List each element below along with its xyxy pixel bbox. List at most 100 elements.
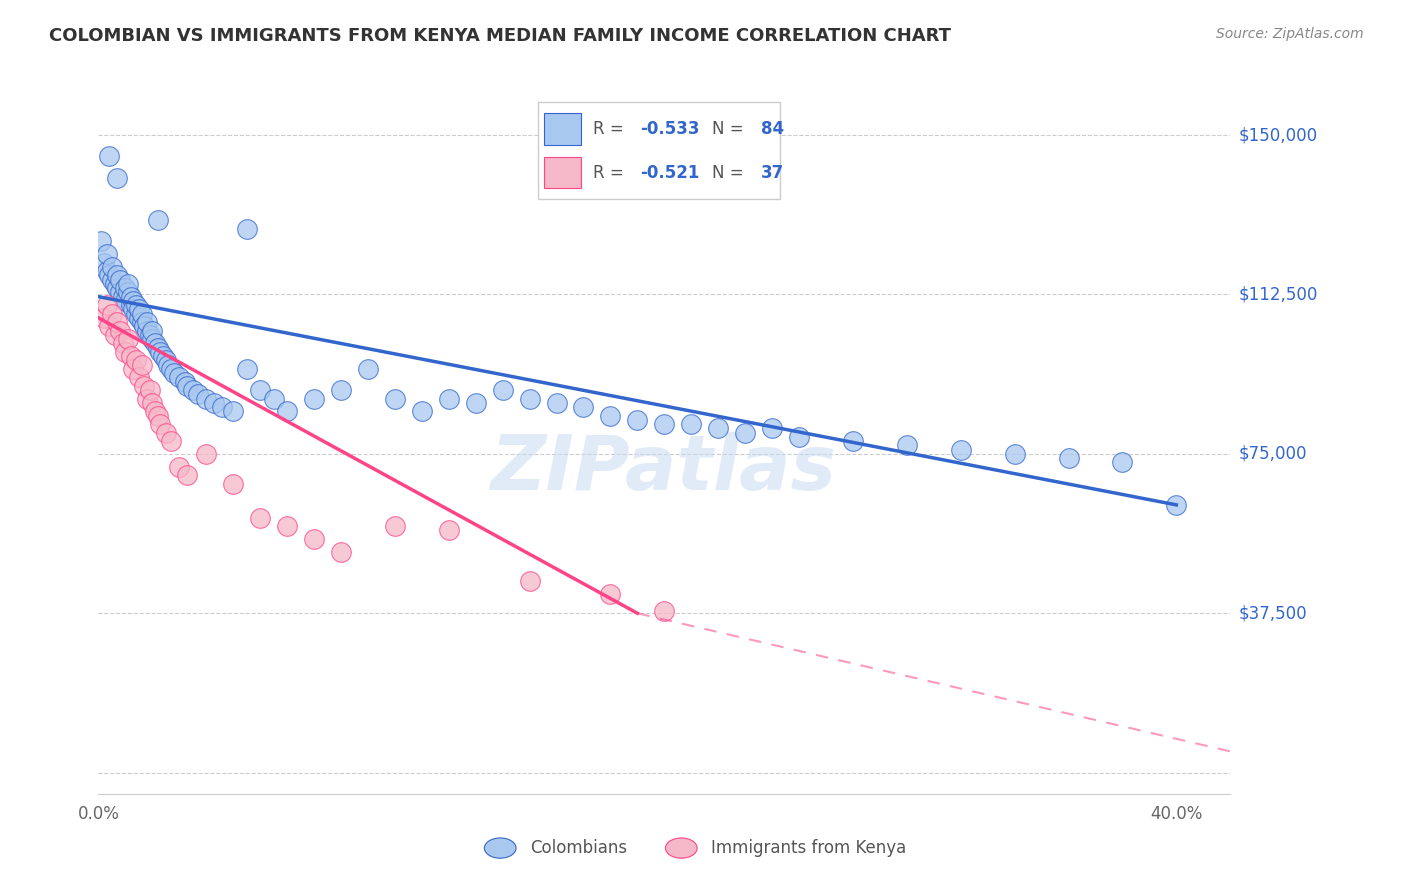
Point xyxy=(173,375,195,389)
Point xyxy=(599,587,621,601)
Point xyxy=(120,349,142,363)
Text: $150,000: $150,000 xyxy=(1239,126,1317,145)
Point xyxy=(90,235,112,249)
Point xyxy=(176,379,198,393)
Point xyxy=(93,255,115,269)
Point xyxy=(128,310,150,325)
Point xyxy=(222,476,245,491)
Point xyxy=(411,404,433,418)
Point xyxy=(437,392,460,406)
Text: 84: 84 xyxy=(761,120,783,138)
Point xyxy=(111,336,134,351)
Point xyxy=(302,392,325,406)
Point xyxy=(101,272,124,286)
Point xyxy=(141,324,163,338)
Point xyxy=(149,344,172,359)
Point xyxy=(181,383,204,397)
Point xyxy=(235,221,257,235)
Point xyxy=(114,344,136,359)
Point xyxy=(117,285,139,300)
Point xyxy=(108,324,131,338)
Text: N =: N = xyxy=(711,163,749,181)
Point xyxy=(134,319,156,334)
Point xyxy=(152,349,174,363)
Text: Colombians: Colombians xyxy=(530,839,627,857)
Point xyxy=(120,290,142,304)
Point xyxy=(842,434,865,449)
Point xyxy=(384,392,406,406)
Point xyxy=(104,277,127,291)
Point xyxy=(128,370,150,384)
FancyBboxPatch shape xyxy=(537,103,780,199)
Circle shape xyxy=(485,838,516,858)
Point xyxy=(136,324,159,338)
Point xyxy=(249,510,271,524)
Point xyxy=(117,332,139,346)
Point xyxy=(707,421,730,435)
Point xyxy=(136,392,159,406)
Point xyxy=(211,400,233,414)
Text: ZIPatlas: ZIPatlas xyxy=(491,432,838,506)
Point xyxy=(125,307,148,321)
Point xyxy=(146,409,169,423)
Point xyxy=(108,272,131,286)
Point xyxy=(105,281,128,295)
Point xyxy=(195,447,218,461)
Point xyxy=(96,298,118,312)
Point xyxy=(163,366,186,380)
FancyBboxPatch shape xyxy=(544,113,581,145)
FancyBboxPatch shape xyxy=(544,157,581,188)
Point xyxy=(98,149,121,163)
Point xyxy=(384,519,406,533)
Point xyxy=(120,298,142,312)
Point xyxy=(138,383,160,397)
Point xyxy=(329,544,352,558)
Point xyxy=(98,268,121,283)
Point xyxy=(1004,447,1026,461)
Text: R =: R = xyxy=(593,120,628,138)
Point xyxy=(169,370,191,384)
Point xyxy=(652,604,676,618)
Point xyxy=(96,247,118,261)
Text: 37: 37 xyxy=(761,163,783,181)
Point xyxy=(195,392,218,406)
Point xyxy=(492,383,515,397)
Point xyxy=(235,362,257,376)
Point xyxy=(160,434,183,449)
Point xyxy=(101,307,124,321)
Point xyxy=(222,404,245,418)
Text: -0.533: -0.533 xyxy=(641,120,700,138)
Point xyxy=(1111,455,1133,469)
Point xyxy=(519,392,541,406)
Point xyxy=(652,417,676,431)
Point xyxy=(146,213,169,227)
Point xyxy=(111,290,134,304)
Point xyxy=(896,438,918,452)
Point xyxy=(464,396,486,410)
Text: Immigrants from Kenya: Immigrants from Kenya xyxy=(711,839,905,857)
Point xyxy=(1057,451,1080,466)
Text: $112,500: $112,500 xyxy=(1239,285,1317,303)
Point xyxy=(143,404,166,418)
Point xyxy=(681,417,703,431)
Point xyxy=(572,400,595,414)
Text: $75,000: $75,000 xyxy=(1239,445,1306,463)
Point xyxy=(187,387,209,401)
Text: R =: R = xyxy=(593,163,628,181)
Point xyxy=(108,285,131,300)
Point xyxy=(157,358,180,372)
Point xyxy=(105,170,128,185)
Point xyxy=(125,353,148,368)
Point xyxy=(128,302,150,317)
Point xyxy=(125,298,148,312)
Point xyxy=(138,327,160,342)
Point xyxy=(122,362,145,376)
Point xyxy=(276,404,298,418)
Point xyxy=(302,532,325,546)
Point xyxy=(761,421,783,435)
Point xyxy=(93,310,115,325)
Point xyxy=(98,319,121,334)
Text: Source: ZipAtlas.com: Source: ZipAtlas.com xyxy=(1216,27,1364,41)
Point xyxy=(357,362,380,376)
Text: N =: N = xyxy=(711,120,749,138)
